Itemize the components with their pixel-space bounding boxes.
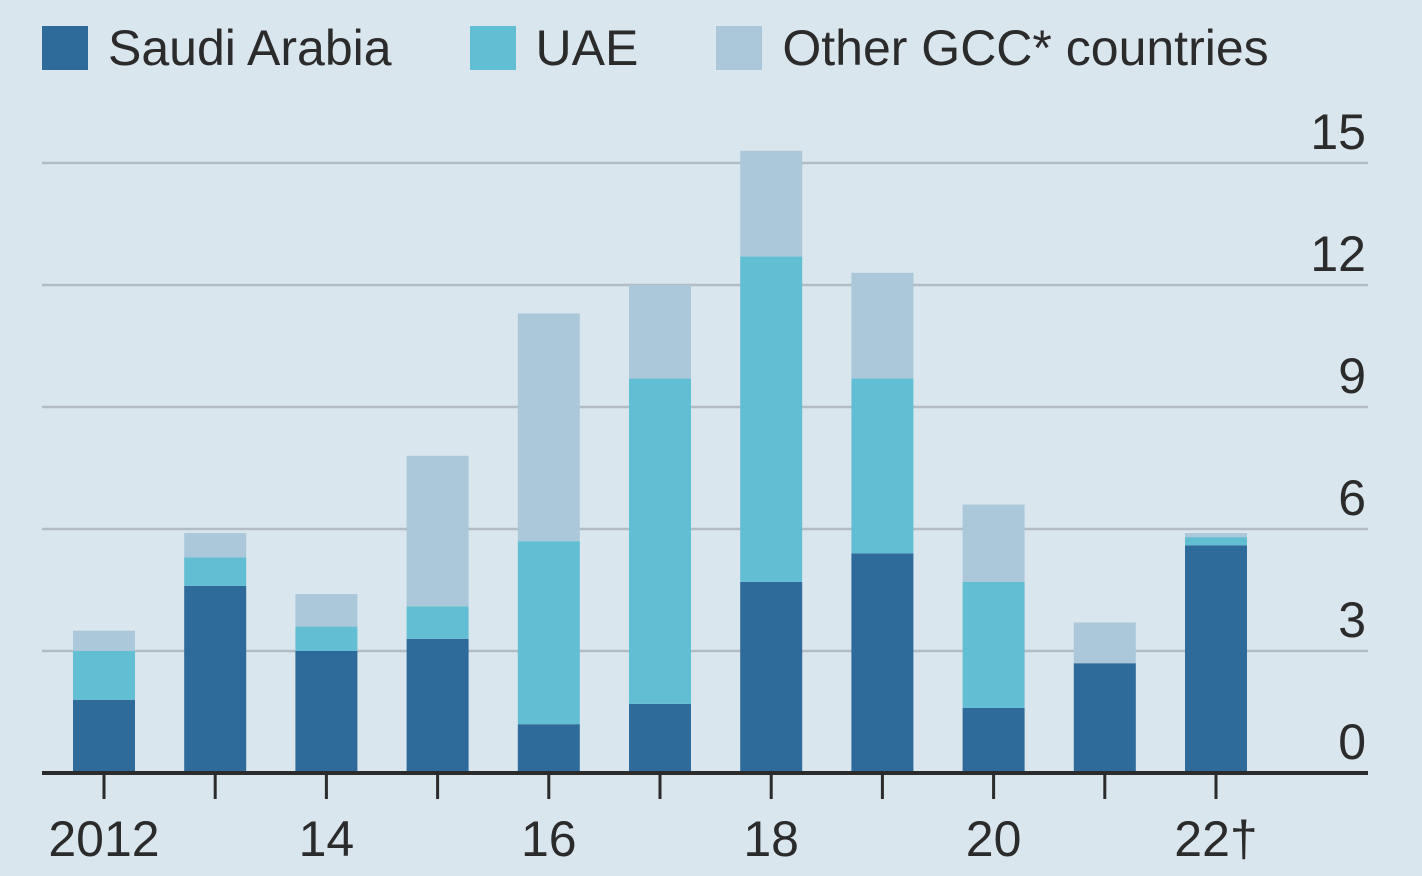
legend-item: Saudi Arabia	[42, 19, 392, 77]
bar-segment	[73, 699, 135, 773]
bar-segment	[73, 651, 135, 700]
bar-segment	[406, 638, 469, 773]
bar-segment	[184, 533, 247, 558]
bar-segment	[629, 378, 691, 704]
bar-segment	[406, 455, 469, 607]
bar-segment	[851, 378, 914, 554]
bar-segment	[629, 703, 691, 773]
x-tick-label: 18	[743, 811, 799, 867]
bar-segment	[740, 256, 803, 582]
bar-segment	[740, 150, 803, 257]
bar-segment	[740, 581, 803, 773]
bar-segment	[851, 272, 914, 379]
bar-segment	[1185, 533, 1247, 538]
bar-segment	[962, 504, 1025, 582]
y-tick-label: 12	[1310, 226, 1366, 282]
bar-segment	[517, 541, 580, 725]
bar-segment	[517, 313, 580, 542]
y-tick-label: 6	[1338, 470, 1366, 526]
bar-segment	[295, 651, 358, 773]
bar-segment	[962, 581, 1025, 708]
bar-segment	[851, 553, 914, 773]
legend: Saudi Arabia UAE Other GCC* countries	[42, 18, 1269, 78]
legend-item: Other GCC* countries	[716, 19, 1269, 77]
legend-label: Saudi Arabia	[108, 20, 392, 76]
legend-label: UAE	[535, 20, 639, 76]
legend-swatch	[469, 26, 516, 70]
legend-swatch	[42, 26, 88, 70]
bar-segment	[517, 724, 580, 773]
y-tick-label: 15	[1310, 104, 1366, 160]
bar-segment	[406, 606, 469, 639]
bar-segment	[1073, 622, 1136, 664]
legend-label: Other GCC* countries	[782, 20, 1269, 76]
x-tick-label: 22†	[1174, 811, 1257, 867]
x-tick-label: 14	[299, 811, 355, 867]
x-tick-label: 20	[966, 811, 1022, 867]
x-tick-label: 2012	[48, 811, 159, 867]
y-tick-label: 0	[1338, 714, 1366, 770]
bar-segment	[1073, 663, 1136, 773]
bar-segment	[73, 630, 135, 651]
bar-segment	[962, 707, 1025, 773]
bar-segment	[1185, 545, 1247, 773]
legend-swatch	[716, 26, 763, 70]
bar-segment	[1185, 537, 1247, 546]
y-tick-label: 9	[1338, 348, 1366, 404]
y-tick-label: 3	[1338, 592, 1366, 648]
bar-segment	[184, 557, 247, 586]
bar-segment	[629, 285, 691, 379]
x-tick-label: 16	[521, 811, 577, 867]
bar-segment	[295, 594, 358, 627]
bar-segment	[295, 626, 358, 651]
bar-segment	[184, 585, 247, 773]
legend-item: UAE	[469, 19, 639, 77]
